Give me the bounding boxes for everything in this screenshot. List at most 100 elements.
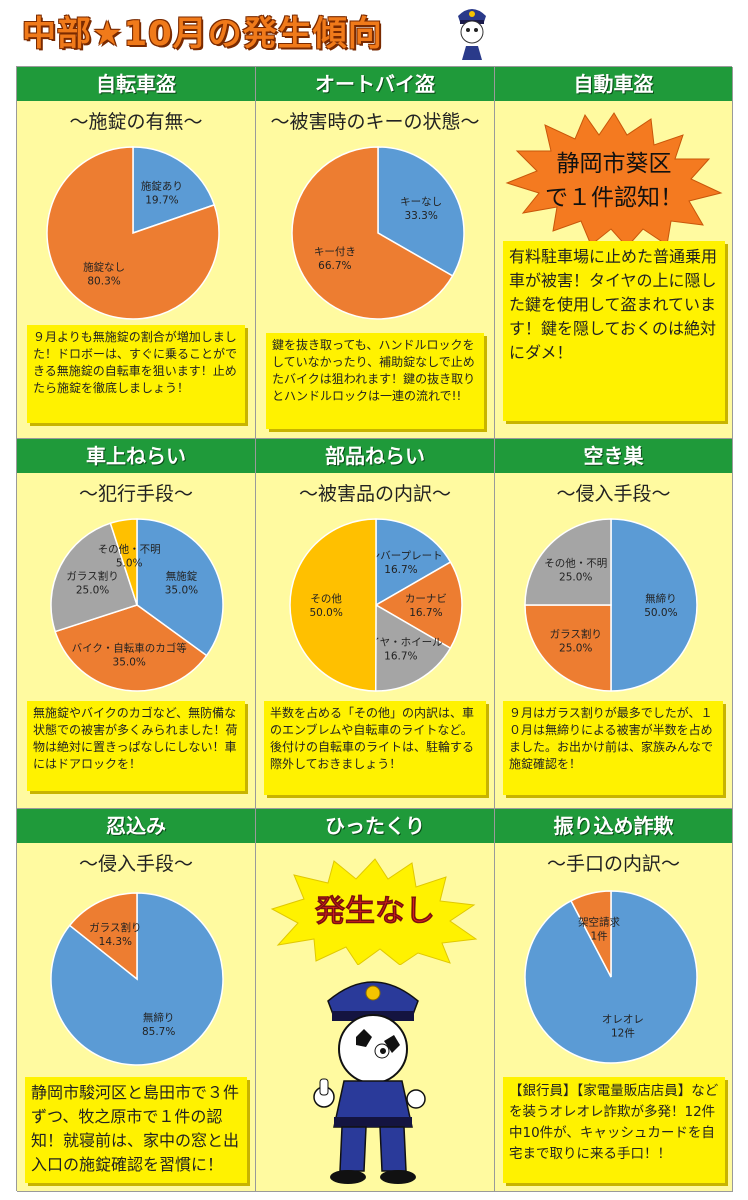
slice-value: 14.3% (99, 936, 132, 948)
cell-title: 自転車盗 (17, 67, 255, 101)
pie-chart-stolen-items: ナンバープレート 16.7% カーナビ 16.7% タイヤ・ホイール 16.7% その他 50… (289, 518, 463, 692)
pie-slice (68, 892, 138, 981)
note-box: 有料駐車場に止めた普通乗用車が被害！タイヤの上に隠した鍵を使用して盗まれています… (503, 241, 725, 421)
pie-slice (610, 518, 698, 692)
chart-title: ～被害品の内訳～ (298, 483, 451, 505)
slice-label: その他・不明 (544, 557, 607, 570)
pie-slice (374, 603, 452, 692)
pie-slice (109, 518, 138, 606)
cell-snatching: ひったくり 発生なし (256, 809, 495, 1192)
note-box: ９月はガラス割りが最多でしたが、１０月は無締りによる被害が半数を占めました。お出… (503, 701, 723, 795)
no-incidents-text: 発生なし (314, 894, 435, 929)
slice-label: ガラス割り (89, 921, 141, 934)
starburst-badge: 静岡市葵区 で１件認知！ (505, 112, 723, 248)
slice-label: その他・不明 (98, 543, 161, 556)
slice-value: 16.7% (409, 607, 442, 619)
police-mascot-icon (458, 9, 486, 60)
cell-car-theft: 自動車盗 静岡市葵区 で１件認知！ 有料駐車場に止めた普通乗用車が被害！タイヤの… (495, 67, 733, 439)
slice-value: 25.0% (559, 642, 592, 654)
pie-slice (374, 561, 463, 650)
slice-label: 架空請求 (578, 916, 620, 929)
pie-slice (570, 890, 612, 978)
slice-label: バイク・自転車のカゴ等 (72, 641, 188, 654)
crime-grid: 自転車盗 ～施錠の有無～ 施錠あり 19.7% 施錠なし 80.3% ９月よりも無施錠… (16, 66, 733, 1192)
slice-label: タイヤ・ホイール (359, 636, 443, 648)
slice-value: 80.3% (87, 276, 120, 288)
slice-label: 施錠あり (141, 179, 183, 192)
chart-title: ～施錠の有無～ (69, 111, 203, 133)
slice-value: 19.7% (145, 194, 178, 206)
cell-motorcycle-theft: オートバイ盗 ～被害時のキーの状態～ キーなし 33.3% キー付き 66.7% 鍵を… (256, 67, 495, 439)
pie-slice (136, 518, 224, 657)
note-box: 静岡市駿河区と島田市で３件ずつ、牧之原市で１件の認知！就寝前は、家中の窓と出入口… (25, 1077, 247, 1183)
slice-label: カーナビ (405, 593, 447, 605)
cell-night-burglary: 忍込み ～侵入手段～ 無締り 85.7% ガラス割り 14.3% 静岡市駿河区と島田市… (17, 809, 256, 1192)
cell-title: 車上ねらい (17, 439, 255, 473)
slice-value: 12件 (611, 1027, 635, 1039)
cell-phone-fraud: 振り込め詐欺 ～手口の内訳～ オレオレ 12件 架空請求 1件 【銀行員】【家電量販店… (495, 809, 733, 1192)
pie-slice (524, 518, 612, 606)
slice-label: 無締り (143, 1011, 175, 1024)
note-box: 【銀行員】【家電量販店店員】などを装うオレオレ詐欺が多発！12件中10件が、キャ… (503, 1077, 725, 1183)
note-box: ９月よりも無施錠の割合が増加しました！ドロボーは、すぐに乗ることができる無施錠の… (27, 325, 245, 423)
chart-title: ～侵入手段～ (78, 853, 193, 875)
chart-title: ～被害時のキーの状態～ (270, 111, 480, 133)
pie-slice (375, 518, 452, 607)
slice-label: ガラス割り (550, 627, 602, 640)
cell-title: 振り込め詐欺 (495, 809, 732, 843)
slice-label: ガラス割り (66, 569, 118, 582)
cell-title: 自動車盗 (495, 67, 732, 101)
page-title: 中部★10月の発生傾向 (22, 14, 383, 54)
cell-title: 部品ねらい (256, 439, 494, 473)
pie-slice (46, 146, 220, 320)
slice-value: 66.7% (318, 260, 351, 272)
chart-title: ～手口の内訳～ (546, 853, 680, 875)
slice-label: オレオレ (602, 1013, 644, 1025)
pie-chart-entry-method: 無締り 50.0% ガラス割り 25.0% その他・不明 25.0% (524, 518, 698, 692)
cell-parts-theft: 部品ねらい ～被害品の内訳～ ナンバープレート 16.7% カーナビ 16.7% タイヤ… (256, 439, 495, 809)
pie-chart-entry-method: 無締り 85.7% ガラス割り 14.3% (50, 892, 224, 1066)
burst-line-1: 静岡市葵区 (557, 151, 672, 177)
slice-label: 無締り (645, 592, 677, 605)
note-box: 鍵を抜き取っても、ハンドルロックをしていなかったり、補助錠なしで止めたバイクは狙… (266, 333, 484, 429)
note-box: 無施錠やバイクのカゴなど、無防備な状態での被害が多くみられました！荷物は絶対に置… (27, 701, 245, 791)
slice-label: キー付き (314, 245, 356, 258)
pie-slice (54, 604, 208, 692)
slice-value: 35.0% (165, 584, 198, 596)
slice-value: 5.0% (116, 558, 143, 570)
slice-value: 33.3% (404, 210, 437, 222)
pie-chart-key-status: キーなし 33.3% キー付き 66.7% (291, 146, 465, 320)
pie-slice (524, 604, 612, 692)
burst-line-2: で１件認知！ (545, 185, 683, 211)
pie-slice (289, 518, 377, 692)
cell-title: オートバイ盗 (256, 67, 494, 101)
police-mascot-icon (313, 981, 426, 1184)
chart-title: ～侵入手段～ (556, 483, 671, 505)
slice-label: キーなし (400, 196, 442, 208)
note-box: 半数を占める「その他」の内訳は、車のエンブレムや自転車のライトなど。後付けの自転… (264, 701, 486, 795)
no-incidents-badge: 発生なし (270, 858, 478, 965)
cell-title: ひったくり (256, 809, 494, 843)
slice-value: 1件 (590, 931, 607, 943)
cell-car-break-in: 車上ねらい ～犯行手段～ 無施錠 35.0% バイク・自転車のカゴ等 35.0% ガラス… (17, 439, 256, 809)
slice-label: 無施錠 (166, 569, 198, 582)
slice-value: 16.7% (384, 650, 417, 662)
slice-value: 50.0% (644, 607, 677, 619)
slice-label: 施錠なし (83, 261, 125, 274)
pie-slice (377, 146, 465, 277)
pie-slice (50, 522, 138, 633)
slice-value: 25.0% (76, 584, 109, 596)
cell-title: 忍込み (17, 809, 255, 843)
slice-value: 35.0% (113, 656, 146, 668)
cell-title: 空き巣 (495, 439, 732, 473)
slice-label: ナンバープレート (359, 550, 442, 562)
slice-value: 85.7% (142, 1026, 175, 1038)
pie-chart-lock-status: 施錠あり 19.7% 施錠なし 80.3% (46, 146, 220, 320)
pie-chart-fraud-type: オレオレ 12件 架空請求 1件 (524, 890, 698, 1064)
slice-value: 16.7% (384, 564, 417, 576)
slice-value: 25.0% (559, 572, 592, 584)
slice-value: 50.0% (309, 607, 342, 619)
chart-title: ～犯行手段～ (78, 483, 193, 505)
cell-bicycle-theft: 自転車盗 ～施錠の有無～ 施錠あり 19.7% 施錠なし 80.3% ９月よりも無施錠… (17, 67, 256, 439)
slice-label: その他 (310, 592, 342, 605)
